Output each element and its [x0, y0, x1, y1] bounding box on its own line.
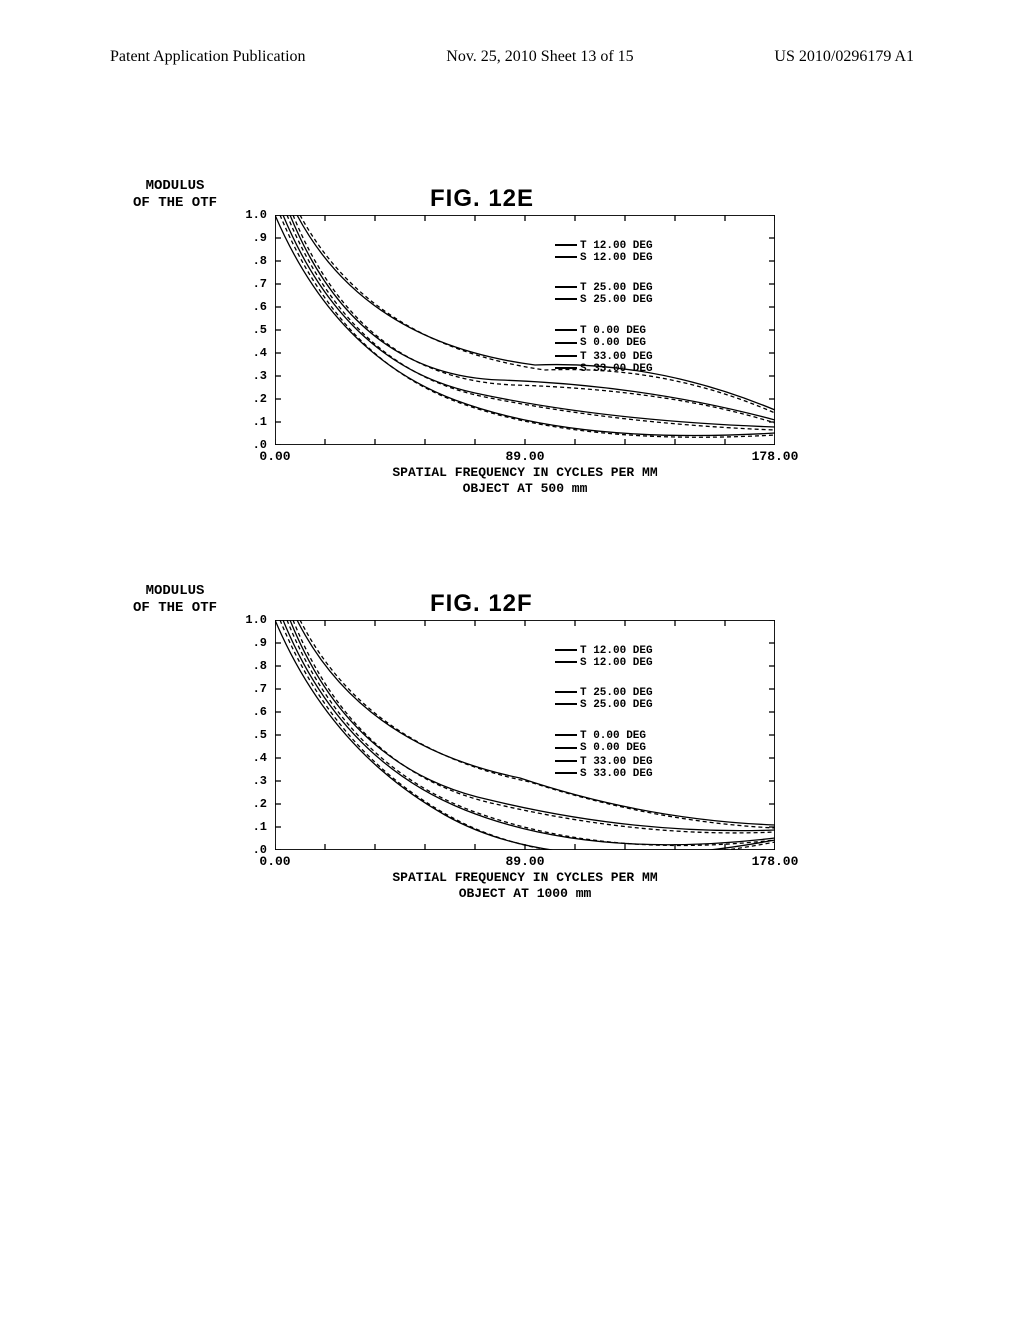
ytick-label: .3 — [253, 369, 267, 383]
ytick-label: .4 — [253, 751, 267, 765]
legend-item: T 0.00 DEGS 0.00 DEG — [555, 730, 646, 754]
legend-item: T 33.00 DEGS 33.00 DEG — [555, 351, 653, 375]
legend-item: T 12.00 DEGS 12.00 DEG — [555, 240, 653, 264]
ytick-label: .9 — [253, 636, 267, 650]
xtick-label: 89.00 — [505, 449, 544, 464]
ytick-label: .1 — [253, 415, 267, 429]
ytick-label: 1.0 — [245, 613, 267, 627]
ytick-label: .2 — [253, 392, 267, 406]
page-header: Patent Application Publication Nov. 25, … — [0, 48, 1024, 66]
xlabel: SPATIAL FREQUENCY IN CYCLES PER MMOBJECT… — [392, 870, 657, 901]
ytick-label: .8 — [253, 254, 267, 268]
ytick-label: .6 — [253, 300, 267, 314]
legend-item: T 33.00 DEGS 33.00 DEG — [555, 756, 653, 780]
ytick-label: .8 — [253, 659, 267, 673]
ytick-label: .2 — [253, 797, 267, 811]
xtick-label: 178.00 — [752, 854, 799, 869]
header-left: Patent Application Publication — [110, 48, 306, 66]
header-right: US 2010/0296179 A1 — [774, 48, 914, 66]
figure-title-12f: FIG. 12F — [430, 590, 533, 618]
ytick-label: .6 — [253, 705, 267, 719]
xtick-label: 178.00 — [752, 449, 799, 464]
ytick-label: .4 — [253, 346, 267, 360]
legend-item: T 25.00 DEGS 25.00 DEG — [555, 687, 653, 711]
ylabel-12e: MODULUS OF THE OTF — [110, 178, 240, 212]
legend-item: T 12.00 DEGS 12.00 DEG — [555, 645, 653, 669]
chart-12f: 1.0.9.8.7.6.5.4.3.2.1.00.0089.00178.00SP… — [275, 620, 775, 850]
legend-item: T 0.00 DEGS 0.00 DEG — [555, 325, 646, 349]
ytick-label: .5 — [253, 728, 267, 742]
ytick-label: .7 — [253, 682, 267, 696]
chart-12e: 1.0.9.8.7.6.5.4.3.2.1.00.0089.00178.00SP… — [275, 215, 775, 445]
figure-title-12e: FIG. 12E — [430, 185, 534, 213]
ytick-label: .7 — [253, 277, 267, 291]
legend-item: T 25.00 DEGS 25.00 DEG — [555, 282, 653, 306]
header-center: Nov. 25, 2010 Sheet 13 of 15 — [446, 48, 633, 66]
ytick-label: 1.0 — [245, 208, 267, 222]
xlabel: SPATIAL FREQUENCY IN CYCLES PER MMOBJECT… — [392, 465, 657, 496]
ytick-label: .3 — [253, 774, 267, 788]
ytick-label: .9 — [253, 231, 267, 245]
ytick-label: .5 — [253, 323, 267, 337]
ylabel-12f: MODULUS OF THE OTF — [110, 583, 240, 617]
ytick-label: .1 — [253, 820, 267, 834]
xtick-label: 0.00 — [259, 449, 290, 464]
chart-svg — [275, 215, 775, 445]
xtick-label: 0.00 — [259, 854, 290, 869]
xtick-label: 89.00 — [505, 854, 544, 869]
chart-svg — [275, 620, 775, 850]
